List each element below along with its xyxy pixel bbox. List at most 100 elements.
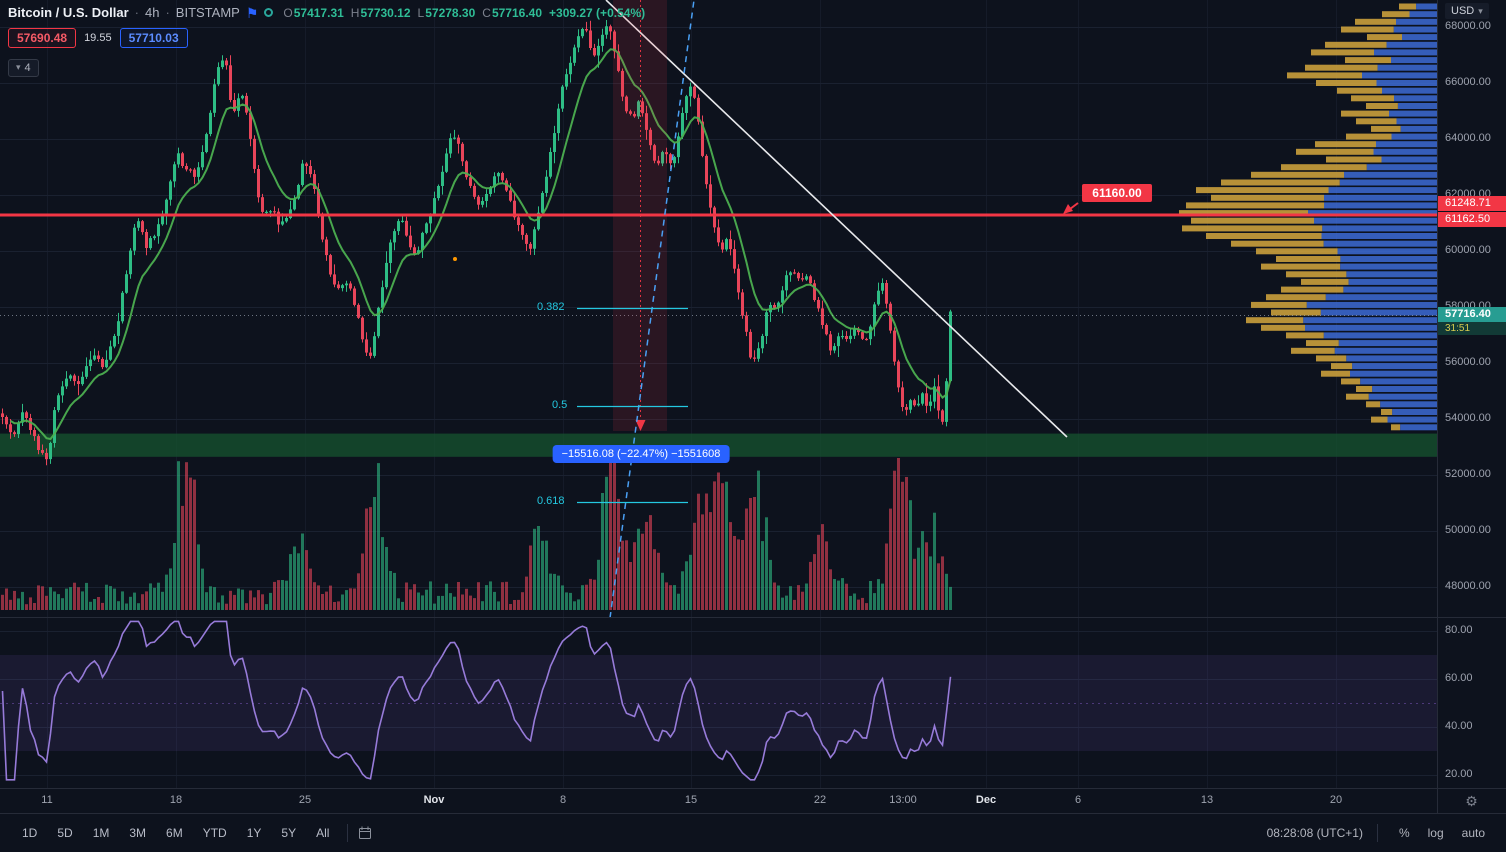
range-button-ytd[interactable]: YTD [195,822,235,844]
price-tick-50000: 50000.00 [1445,524,1491,536]
ohlc-values: O 57417.31 H 57730.12 L 57278.30 C 57716.40 … [283,6,645,20]
price-tick-56000: 56000.00 [1445,356,1491,368]
time-label-13-00: 13:00 [889,794,917,806]
price-tick-54000: 54000.00 [1445,412,1491,424]
quote-row: 57690.48 19.55 57710.03 [8,28,645,48]
fib-level-05-label[interactable]: 0.5 [552,399,568,411]
time-label-15: 15 [684,794,698,806]
percent-scale-toggle[interactable]: % [1392,823,1417,843]
indicators-row: ▾ 4 [8,57,645,77]
spread-value: 19.55 [84,32,112,44]
last-price-label: 57716.40 [1438,307,1506,322]
measurement-label[interactable]: −15516.08 (−22.47%) −1551608 [552,445,730,463]
axis-divider [1437,789,1438,814]
clock-label[interactable]: 08:28:08 (UTC+1) [1266,826,1363,840]
time-label-dec: Dec [975,794,997,806]
range-button-6m[interactable]: 6M [158,822,191,844]
toolbar-divider [1376,824,1378,842]
rsi-line[interactable] [1,620,952,781]
rsi-layer [1,620,952,781]
range-button-all[interactable]: All [308,822,337,844]
red-price-label-upper: 61248.71 [1438,196,1506,211]
price-tick-52000: 52000.00 [1445,468,1491,480]
time-label-6: 6 [1074,794,1082,806]
toolbar-divider [347,824,349,842]
open-label: O [283,5,293,20]
exchange-label[interactable]: BITSTAMP [175,5,240,20]
log-scale-toggle[interactable]: log [1421,823,1451,843]
price-tick-66000: 66000.00 [1445,76,1491,88]
range-button-3m[interactable]: 3M [121,822,154,844]
open-value: 57417.31 [293,5,344,20]
range-button-1d[interactable]: 1D [14,822,45,844]
price-axis[interactable]: USD ▾ 68000.00 66000.00 64000.00 62000.00 60… [1437,0,1506,788]
go-to-date-icon[interactable] [358,826,372,840]
time-label-18: 18 [169,794,183,806]
rsi-tick-20: 20.00 [1445,768,1473,780]
sell-price-button[interactable]: 57690.48 [8,28,77,48]
hidden-indicators-pill[interactable]: ▾ 4 [8,58,39,77]
currency-selector[interactable]: USD ▾ [1445,3,1489,19]
bottom-toolbar: 1D 5D 1M 3M 6M YTD 1Y 5Y All 08:28:08 (UTC+1) % … [0,813,1506,852]
rsi-tick-80: 80.00 [1445,624,1473,636]
price-chart-canvas[interactable] [0,0,1437,788]
time-label-20: 20 [1329,794,1343,806]
bar-countdown-label: 31:51 [1438,322,1506,335]
red-price-label-lower: 61162.50 [1438,212,1506,227]
close-value: 57716.40 [491,5,543,20]
price-tick-48000: 48000.00 [1445,580,1491,592]
fib-level-0382-label[interactable]: 0.382 [537,301,565,313]
flag-icon[interactable]: ⚑ [245,4,259,21]
time-label-nov: Nov [423,794,445,806]
price-tick-68000: 68000.00 [1445,20,1491,32]
price-tick-64000: 64000.00 [1445,132,1491,144]
pane-separator[interactable] [0,617,1506,618]
time-axis[interactable]: 11 18 25 Nov 8 15 22 13:00 Dec 6 13 20 ⚙ [0,788,1506,814]
change-value: +309.27 (+0.54%) [549,5,646,20]
rsi-tick-60: 60.00 [1445,672,1473,684]
interval-label[interactable]: 4h [144,5,160,20]
candles-layer [1,20,952,466]
symbol-title[interactable]: Bitcoin / U.S. Dollar [8,5,129,20]
volume-bars [1,458,952,610]
range-buttons-group: 1D 5D 1M 3M 6M YTD 1Y 5Y All [14,822,337,844]
descending-trendline[interactable] [605,0,1068,438]
caret-down-icon: ▾ [1478,5,1483,16]
range-button-5d[interactable]: 5D [49,822,80,844]
price-alert-label[interactable]: 61160.00 [1082,184,1152,202]
status-circle-icon [264,8,274,17]
axis-settings-group: 08:28:08 (UTC+1) % log auto [1267,823,1492,843]
auto-scale-toggle[interactable]: auto [1455,823,1492,843]
ma-line[interactable] [10,48,952,441]
fib-level-0618-label[interactable]: 0.618 [537,495,565,507]
axis-corner: ⚙ [1437,789,1506,814]
low-label: L [417,5,425,20]
range-button-1m[interactable]: 1M [85,822,118,844]
separator-dot: · [165,5,170,20]
time-label-25: 25 [298,794,312,806]
time-label-13: 13 [1200,794,1214,806]
overlay-drawings [0,0,1437,619]
chevron-down-icon: ▾ [16,62,21,72]
grid-layer [0,0,1437,788]
chart-legend: Bitcoin / U.S. Dollar · 4h · BITSTAMP ⚑ … [8,5,645,77]
gear-icon[interactable]: ⚙ [1465,793,1478,809]
dot-marker [453,257,457,261]
time-label-22: 22 [813,794,827,806]
range-arrow-icon [635,420,646,431]
symbol-row: Bitcoin / U.S. Dollar · 4h · BITSTAMP ⚑ … [8,5,645,20]
close-label: C [482,5,491,20]
time-label-11: 11 [41,794,53,806]
time-label-8: 8 [559,794,567,806]
range-button-5y[interactable]: 5Y [273,822,304,844]
separator-dot: · [134,5,139,20]
buy-price-button[interactable]: 57710.03 [119,28,188,48]
hidden-indicators-count: 4 [24,61,31,74]
high-value: 57730.12 [360,5,411,20]
low-value: 57278.30 [425,5,476,20]
range-button-1y[interactable]: 1Y [239,822,270,844]
volume-profile [1179,3,1437,431]
high-label: H [350,5,360,20]
price-tick-60000: 60000.00 [1445,244,1491,256]
